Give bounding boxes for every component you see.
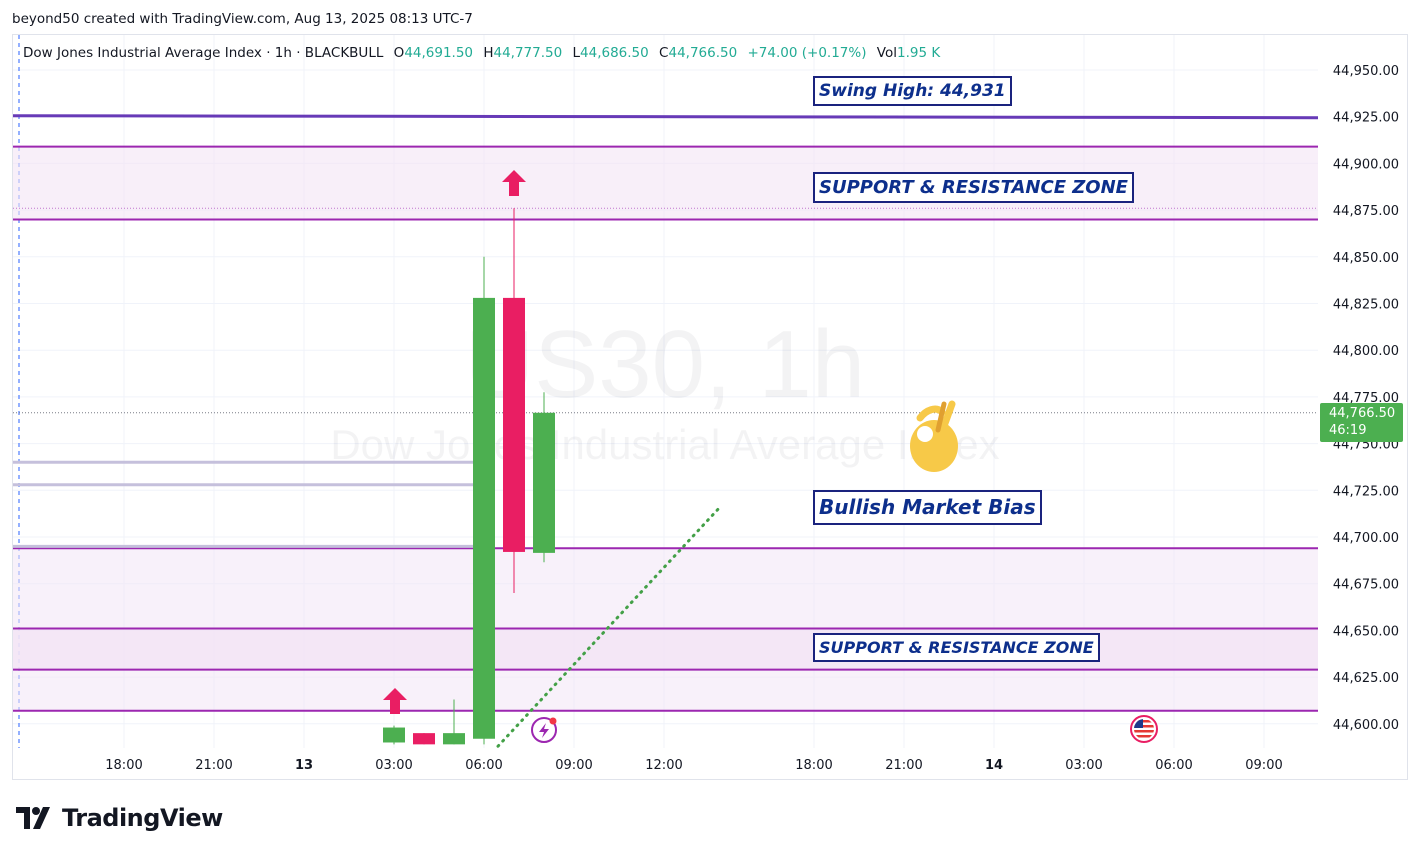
- y-tick-label: 44,950.00: [1333, 64, 1399, 79]
- y-tick-label: 44,675.00: [1333, 578, 1399, 593]
- y-tick-label: 44,600.00: [1333, 718, 1399, 733]
- candle-body: [413, 733, 435, 745]
- candle-body: [473, 297, 495, 739]
- us-flag-icon[interactable]: [1130, 715, 1158, 743]
- candle-body: [383, 727, 405, 743]
- candle[interactable]: [533, 392, 555, 563]
- chart-frame: [12, 34, 1408, 780]
- x-tick-label: 09:00: [555, 758, 592, 773]
- bar-countdown: 46:19: [1329, 423, 1367, 438]
- candle-body: [443, 733, 465, 745]
- bias-label[interactable]: Bullish Market Bias: [813, 490, 1042, 525]
- candle-body: [533, 412, 555, 553]
- candle[interactable]: [473, 256, 495, 745]
- legend-l-label: L: [572, 45, 581, 61]
- y-tick-label: 44,900.00: [1333, 157, 1399, 172]
- candle[interactable]: [383, 725, 405, 745]
- ok-hand-icon: [910, 400, 958, 472]
- x-tick-label: 18:00: [795, 758, 832, 773]
- legend-h-value: 44,777.50: [493, 45, 563, 61]
- y-tick-label: 44,625.00: [1333, 671, 1399, 686]
- legend-c-value: 44,766.50: [668, 45, 738, 61]
- watermark-symbol: US30, 1h: [465, 311, 865, 418]
- lower-zone-label[interactable]: SUPPORT & RESISTANCE ZONE: [813, 633, 1100, 662]
- y-tick-label: 44,650.00: [1333, 624, 1399, 639]
- x-tick-label: 03:00: [1065, 758, 1102, 773]
- x-tick-label: 03:00: [375, 758, 412, 773]
- x-tick-label: 21:00: [195, 758, 232, 773]
- candle-body: [503, 297, 525, 552]
- legend-vol-value: 1.95 K: [896, 45, 941, 61]
- candle[interactable]: [413, 733, 435, 745]
- tradingview-logo-icon: [16, 807, 50, 829]
- x-tick-label: 21:00: [885, 758, 922, 773]
- upper-zone-label[interactable]: SUPPORT & RESISTANCE ZONE: [813, 172, 1134, 203]
- y-tick-label: 44,925.00: [1333, 111, 1399, 126]
- legend-o-value: 44,691.50: [404, 45, 474, 61]
- x-tick-label: 18:00: [105, 758, 142, 773]
- y-tick-label: 44,875.00: [1333, 204, 1399, 219]
- last-price-value: 44,766.50: [1329, 406, 1396, 421]
- x-tick-label: 14: [985, 758, 1003, 773]
- projection-trendline[interactable]: [496, 505, 722, 748]
- x-tick-label: 09:00: [1245, 758, 1282, 773]
- y-tick-label: 44,700.00: [1333, 531, 1399, 546]
- x-tick-label: 06:00: [465, 758, 502, 773]
- legend-c-label: C: [659, 45, 669, 61]
- up-arrow-icon: [502, 170, 526, 196]
- y-tick-label: 44,800.00: [1333, 344, 1399, 359]
- swing-high-line[interactable]: [12, 114, 1319, 120]
- brand-name: TradingView: [62, 804, 223, 832]
- legend-h-label: H: [483, 45, 494, 61]
- x-tick-label: 06:00: [1155, 758, 1192, 773]
- chart-credit: beyond50 created with TradingView.com, A…: [12, 11, 473, 27]
- lightning-event-icon[interactable]: [531, 717, 557, 743]
- legend-l-value: 44,686.50: [580, 45, 649, 61]
- candle[interactable]: [443, 699, 465, 745]
- ohlc-legend: Dow Jones Industrial Average Index · 1h …: [23, 45, 946, 61]
- y-tick-label: 44,850.00: [1333, 251, 1399, 266]
- legend-vol-label: Vol: [876, 45, 897, 61]
- x-tick-label: 12:00: [645, 758, 682, 773]
- watermark-name: Dow Jones Industrial Average Index: [330, 421, 999, 468]
- up-arrow-icon: [383, 688, 407, 714]
- swing-high-label[interactable]: Swing High: 44,931: [813, 76, 1012, 106]
- legend-change: +74.00 (+0.17%): [747, 45, 867, 61]
- lower-zone-core-fill: [13, 628, 1318, 670]
- legend-o-label: O: [393, 45, 405, 61]
- candle[interactable]: [503, 208, 525, 594]
- tradingview-logo[interactable]: TradingView: [16, 804, 223, 832]
- x-tick-label: 13: [295, 758, 313, 773]
- y-tick-label: 44,725.00: [1333, 484, 1399, 499]
- legend-symbol[interactable]: Dow Jones Industrial Average Index · 1h …: [23, 45, 384, 61]
- last-price-tag: 44,766.50 46:19: [1320, 403, 1403, 442]
- y-tick-label: 44,825.00: [1333, 298, 1399, 313]
- y-tick-label: 44,775.00: [1333, 391, 1399, 406]
